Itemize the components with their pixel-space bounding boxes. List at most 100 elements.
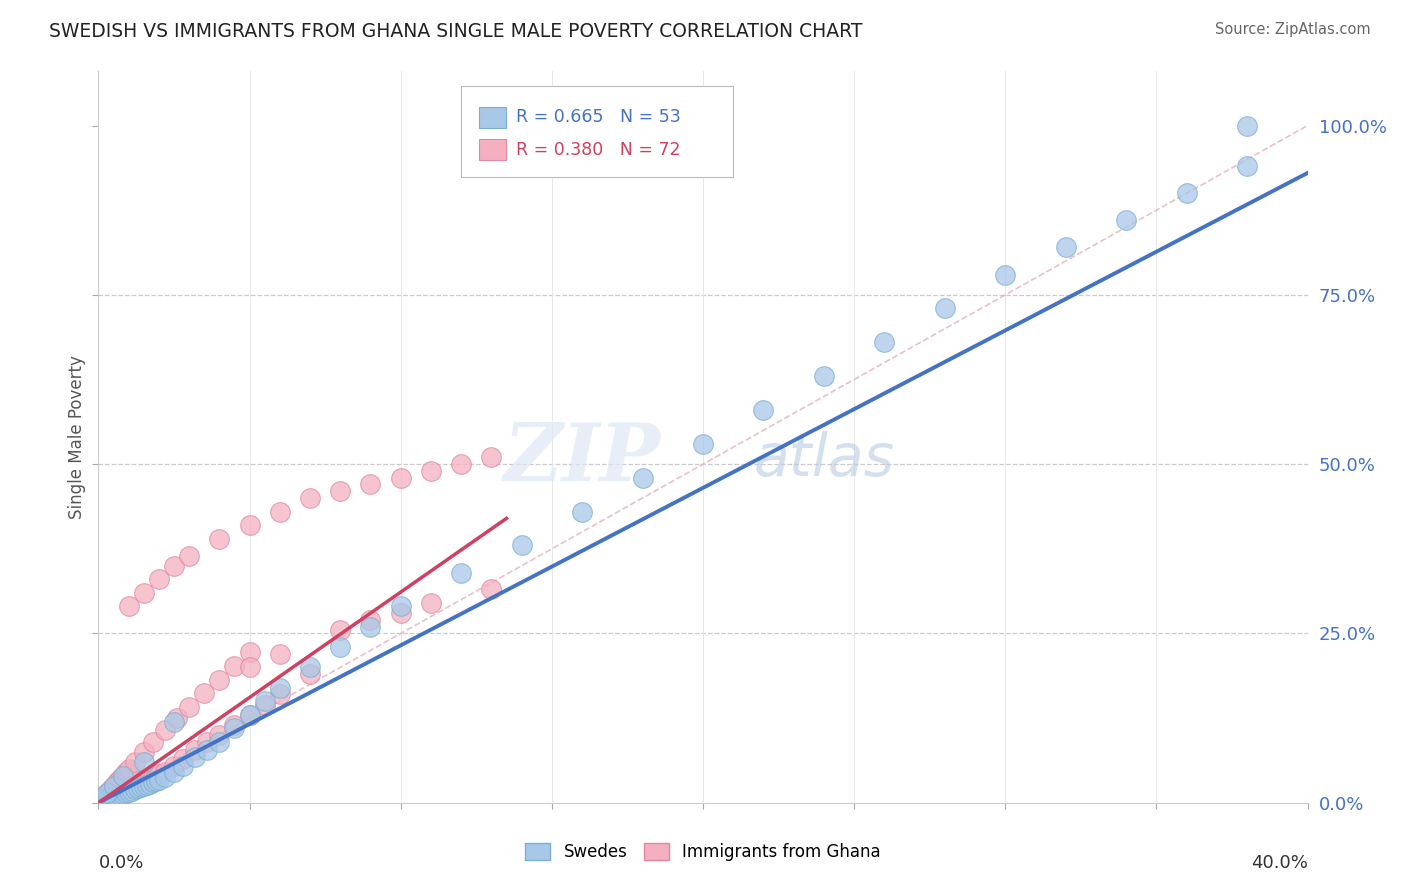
Point	[142, 770, 165, 784]
Point	[153, 770, 176, 784]
Point	[105, 775, 128, 789]
Point	[132, 745, 155, 759]
Point	[510, 538, 533, 552]
Point	[208, 728, 231, 742]
Point	[108, 786, 131, 800]
Point	[389, 606, 412, 620]
Point	[96, 786, 118, 800]
Point	[239, 707, 262, 722]
Point	[132, 779, 155, 793]
Point	[420, 464, 443, 478]
Point	[360, 477, 382, 491]
Text: 0.0%: 0.0%	[98, 854, 143, 872]
Point	[329, 640, 352, 654]
Point	[420, 596, 443, 610]
Point	[114, 783, 136, 797]
Point	[135, 772, 157, 787]
Point	[224, 659, 246, 673]
Point	[239, 518, 262, 533]
Y-axis label: Single Male Poverty: Single Male Poverty	[67, 355, 86, 519]
FancyBboxPatch shape	[479, 139, 506, 160]
Point	[139, 772, 162, 786]
Point	[139, 777, 162, 791]
Text: R = 0.665   N = 53: R = 0.665 N = 53	[516, 109, 681, 127]
Point	[100, 782, 122, 797]
Point	[114, 765, 136, 780]
Point	[269, 647, 291, 661]
Point	[111, 787, 134, 801]
Legend: Swedes, Immigrants from Ghana: Swedes, Immigrants from Ghana	[519, 836, 887, 868]
Point	[253, 698, 276, 712]
Point	[269, 688, 291, 702]
Text: R = 0.380   N = 72: R = 0.380 N = 72	[516, 141, 681, 159]
Point	[934, 301, 956, 316]
Point	[239, 707, 262, 722]
Point	[145, 769, 167, 783]
Point	[360, 620, 382, 634]
FancyBboxPatch shape	[479, 107, 506, 128]
Point	[132, 755, 155, 769]
Point	[184, 743, 207, 757]
Point	[269, 505, 291, 519]
Point	[224, 721, 246, 735]
Point	[121, 783, 143, 797]
Text: 40.0%: 40.0%	[1251, 854, 1308, 872]
FancyBboxPatch shape	[461, 86, 734, 178]
Point	[208, 735, 231, 749]
Text: SWEDISH VS IMMIGRANTS FROM GHANA SINGLE MALE POVERTY CORRELATION CHART: SWEDISH VS IMMIGRANTS FROM GHANA SINGLE …	[49, 22, 863, 41]
Point	[179, 699, 201, 714]
Point	[329, 623, 352, 637]
Point	[121, 780, 143, 795]
Point	[253, 694, 276, 708]
Point	[153, 723, 176, 737]
Point	[127, 780, 149, 795]
Point	[118, 762, 141, 776]
Point	[571, 505, 593, 519]
Point	[93, 792, 115, 806]
Point	[208, 673, 231, 687]
Point	[239, 645, 262, 659]
Point	[135, 778, 157, 792]
Point	[481, 582, 503, 597]
Point	[103, 779, 125, 793]
Point	[813, 369, 835, 384]
Point	[299, 660, 322, 674]
Point	[1236, 119, 1258, 133]
Point	[208, 532, 231, 546]
Point	[873, 335, 896, 350]
Point	[93, 793, 115, 807]
Point	[450, 566, 472, 580]
Text: ZIP: ZIP	[503, 420, 661, 498]
Point	[163, 558, 186, 573]
Point	[1236, 159, 1258, 173]
Point	[105, 789, 128, 803]
Point	[1115, 213, 1137, 227]
Point	[752, 403, 775, 417]
Point	[184, 749, 207, 764]
Point	[103, 779, 125, 793]
Point	[224, 718, 246, 732]
Point	[195, 735, 218, 749]
Point	[360, 613, 382, 627]
Point	[299, 491, 322, 505]
Point	[481, 450, 503, 465]
Point	[103, 789, 125, 803]
Point	[100, 791, 122, 805]
Point	[93, 789, 115, 803]
Point	[299, 667, 322, 681]
Text: Source: ZipAtlas.com: Source: ZipAtlas.com	[1215, 22, 1371, 37]
Point	[142, 775, 165, 789]
Point	[148, 572, 170, 586]
Point	[994, 268, 1017, 282]
Point	[450, 457, 472, 471]
Point	[111, 769, 134, 783]
Point	[193, 686, 215, 700]
Point	[96, 786, 118, 800]
Point	[153, 764, 176, 779]
Point	[132, 586, 155, 600]
Point	[111, 769, 134, 783]
Point	[163, 758, 186, 772]
Point	[148, 772, 170, 787]
Point	[127, 777, 149, 791]
Point	[100, 790, 122, 805]
